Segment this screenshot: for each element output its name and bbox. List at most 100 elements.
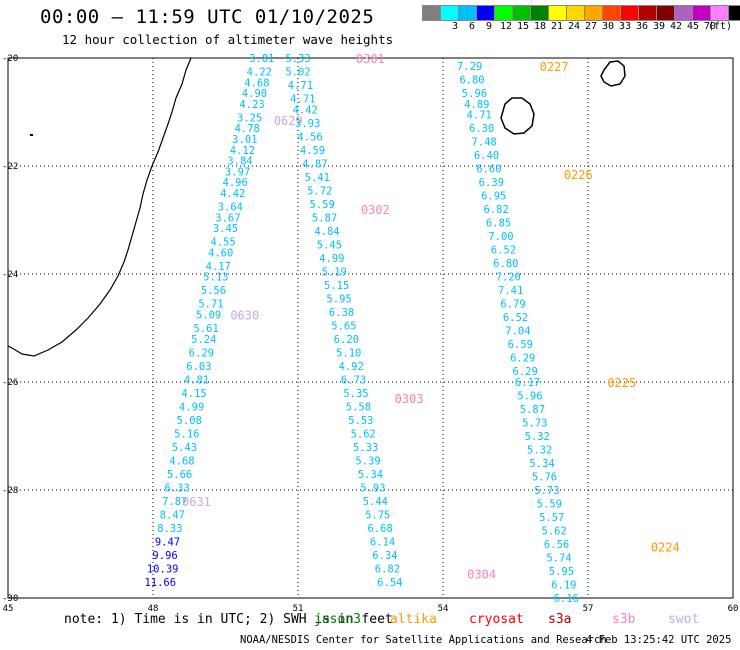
swh-value: 3.97 bbox=[225, 166, 250, 178]
swh-value: 6.17 bbox=[515, 377, 540, 389]
swh-value: 6.33 bbox=[165, 482, 190, 494]
legend-label: 45 bbox=[686, 21, 700, 32]
legend-label: 24 bbox=[567, 21, 581, 32]
swh-value: 7.87 bbox=[162, 496, 187, 508]
swh-value: 5.24 bbox=[191, 334, 216, 346]
wave-height-map[interactable]: 45 48 51 54 57 60-20-22-24-26-28-303.814.224.… bbox=[0, 0, 740, 612]
swh-value: 6.60 bbox=[476, 164, 501, 176]
swh-value: 5.73 bbox=[534, 485, 559, 497]
swh-value: 6.29 bbox=[189, 347, 214, 359]
swh-value: 4.68 bbox=[169, 455, 194, 467]
swh-value: 3.67 bbox=[215, 212, 240, 224]
swh-value: 6.30 bbox=[469, 123, 494, 135]
swh-value: 5.44 bbox=[363, 496, 388, 508]
legend-unit: (ft) bbox=[707, 21, 733, 32]
swh-value: 6.95 bbox=[481, 191, 506, 203]
swh-value: 6.56 bbox=[544, 539, 569, 551]
swh-value: 7.00 bbox=[488, 231, 513, 243]
satellite-label-s3b: s3b bbox=[612, 612, 636, 627]
pass-time-label: 0631 bbox=[182, 495, 211, 509]
swh-value: 3.81 bbox=[249, 53, 274, 65]
swh-value: 5.96 bbox=[517, 391, 542, 403]
swh-value: 4.81 bbox=[184, 374, 209, 386]
swh-value: 4.68 bbox=[244, 77, 269, 89]
swh-value: 6.73 bbox=[341, 374, 366, 386]
swh-value: 6.54 bbox=[377, 577, 402, 589]
swh-value: 3.25 bbox=[237, 112, 262, 124]
swh-value: 4.87 bbox=[302, 158, 327, 170]
reunion-island bbox=[500, 97, 535, 135]
swh-value: 6.80 bbox=[459, 75, 484, 87]
swh-value: 6.19 bbox=[551, 580, 576, 592]
swh-value: 6.82 bbox=[484, 204, 509, 216]
page-title: 00:00 – 11:59 UTC 01/10/2025 bbox=[40, 6, 375, 28]
swh-value: 5.74 bbox=[546, 553, 571, 565]
swh-value: 5.62 bbox=[542, 526, 567, 538]
swh-value: 5.93 bbox=[360, 482, 385, 494]
swh-value: 4.17 bbox=[206, 261, 231, 273]
swh-value: 5.32 bbox=[527, 445, 552, 457]
swh-value: 5.57 bbox=[539, 512, 564, 524]
swh-value: 9.96 bbox=[152, 550, 177, 562]
swh-value: 3.93 bbox=[295, 118, 320, 130]
legend-swatch bbox=[728, 5, 740, 21]
swh-value: 3.64 bbox=[218, 202, 243, 214]
swh-value: 5.02 bbox=[285, 67, 310, 79]
swh-value: 4.84 bbox=[314, 226, 339, 238]
swh-value: 6.68 bbox=[368, 523, 393, 535]
swh-value: 6.59 bbox=[508, 339, 533, 351]
swh-value: 4.55 bbox=[210, 237, 235, 249]
legend-label: 3 bbox=[451, 21, 459, 32]
pass-time-label: 0304 bbox=[467, 568, 496, 582]
swh-value: 6.16 bbox=[554, 593, 579, 605]
satellite-label-swot: swot bbox=[668, 612, 700, 627]
mauritius-island bbox=[600, 60, 626, 87]
swh-value: 6.20 bbox=[334, 334, 359, 346]
swh-value: 7.04 bbox=[505, 326, 530, 338]
swh-value: 6.82 bbox=[375, 563, 400, 575]
footer-credit: NOAA/NESDIS Center for Satellite Applica… bbox=[240, 634, 607, 646]
swh-value: 4.90 bbox=[242, 88, 267, 100]
swh-value: 5.34 bbox=[529, 458, 554, 470]
swh-value: 5.71 bbox=[198, 299, 223, 311]
lat-tick-label: -20 bbox=[2, 54, 18, 64]
swh-value: 5.16 bbox=[174, 428, 199, 440]
swh-value: 6.52 bbox=[503, 312, 528, 324]
swh-value: 4.99 bbox=[319, 253, 344, 265]
legend-label: 70 bbox=[703, 21, 717, 32]
swh-value: 4.89 bbox=[464, 99, 489, 111]
swh-value: 5.59 bbox=[310, 199, 335, 211]
legend-label: 18 bbox=[533, 21, 547, 32]
swh-value: 5.95 bbox=[549, 566, 574, 578]
islet bbox=[30, 134, 33, 136]
color-legend-bar bbox=[422, 5, 740, 21]
swh-value: 9.47 bbox=[155, 536, 180, 548]
swh-value: 6.38 bbox=[329, 307, 354, 319]
swh-value: 5.35 bbox=[343, 388, 368, 400]
footer-date: 4 Feb 13:25:42 UTC 2025 bbox=[586, 634, 732, 646]
swh-value: 5.43 bbox=[172, 442, 197, 454]
pass-time-label: 0302 bbox=[361, 203, 390, 217]
swh-value: 5.39 bbox=[355, 455, 380, 467]
swh-value: 4.71 bbox=[288, 80, 313, 92]
lon-tick-label: 60 bbox=[728, 604, 739, 612]
lon-tick-label: 48 bbox=[148, 604, 159, 612]
satellite-label-s3a: s3a bbox=[548, 612, 572, 627]
map-frame bbox=[7, 57, 734, 599]
swh-value: 4.71 bbox=[467, 110, 492, 122]
swh-value: 4.12 bbox=[230, 145, 255, 157]
swh-value: 5.95 bbox=[326, 293, 351, 305]
pass-time-label: 0303 bbox=[395, 392, 424, 406]
swh-value: 4.59 bbox=[300, 145, 325, 157]
swh-value: 5.33 bbox=[353, 442, 378, 454]
swh-value: 5.96 bbox=[462, 88, 487, 100]
swh-value: 3.01 bbox=[232, 134, 257, 146]
swh-value: 5.87 bbox=[520, 404, 545, 416]
swh-value: 6.85 bbox=[486, 218, 511, 230]
swh-value: 5.19 bbox=[322, 266, 347, 278]
swh-value: 6.80 bbox=[493, 258, 518, 270]
swh-value: 5.56 bbox=[201, 285, 226, 297]
swh-value: 5.10 bbox=[336, 347, 361, 359]
legend-label: 39 bbox=[652, 21, 666, 32]
swh-value: 5.15 bbox=[324, 280, 349, 292]
